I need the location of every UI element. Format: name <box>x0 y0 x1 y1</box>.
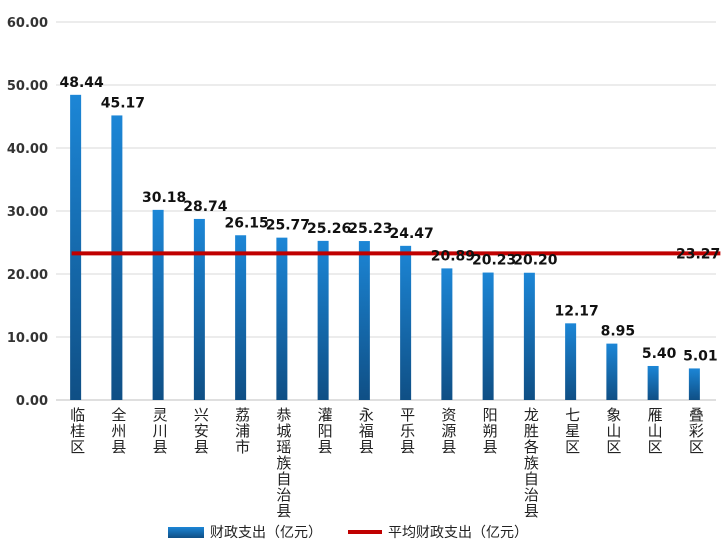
x-tick-label: 灵川县 <box>153 406 168 456</box>
legend-item-line: 平均财政支出（亿元） <box>348 522 528 542</box>
legend-line-swatch <box>348 530 382 534</box>
bar <box>441 268 453 400</box>
bar-data-label: 20.20 <box>513 253 558 269</box>
bar <box>70 94 82 400</box>
x-tick-label: 七星区 <box>565 406 580 456</box>
x-tick-label: 雁山区 <box>648 406 663 456</box>
y-tick-label: 20.00 <box>7 268 48 283</box>
bar <box>606 343 618 400</box>
bar-data-label: 45.17 <box>101 95 145 111</box>
bar-data-label: 25.26 <box>307 221 351 237</box>
bar-data-label: 24.47 <box>389 226 433 242</box>
legend-bar-label: 财政支出（亿元） <box>210 525 322 541</box>
legend-item-bar: 财政支出（亿元） <box>168 522 322 542</box>
x-tick-label: 临桂区 <box>70 406 85 456</box>
bar-data-label: 5.40 <box>642 346 677 362</box>
y-tick-label: 10.00 <box>7 331 48 346</box>
bar <box>358 241 370 400</box>
bar-data-label: 25.23 <box>348 221 392 237</box>
x-tick-label: 荔浦市 <box>235 406 250 456</box>
bar-data-label: 25.77 <box>266 218 310 234</box>
bar <box>647 365 659 400</box>
bar <box>276 237 288 400</box>
y-tick-label: 30.00 <box>7 205 48 220</box>
x-tick-label: 平乐县 <box>400 406 415 456</box>
bar-data-label: 20.23 <box>472 253 516 269</box>
x-tick-label: 兴安县 <box>194 406 209 456</box>
x-tick-label: 永福县 <box>359 406 374 456</box>
bar <box>565 323 577 400</box>
x-tick-label: 资源县 <box>441 406 456 456</box>
bar-data-label: 5.01 <box>683 348 718 364</box>
bar <box>317 240 329 400</box>
legend: 财政支出（亿元） 平均财政支出（亿元） <box>168 522 528 542</box>
bar <box>523 272 535 400</box>
y-tick-label: 60.00 <box>7 16 48 31</box>
bar-data-label: 12.17 <box>554 303 598 319</box>
bar <box>111 115 123 400</box>
bar <box>688 368 700 400</box>
bar-data-label: 8.95 <box>601 324 636 340</box>
x-tick-label: 全州县 <box>111 406 126 456</box>
x-tick-label: 叠彩区 <box>689 406 704 456</box>
bar <box>193 218 205 400</box>
bar-data-label: 28.74 <box>183 199 228 215</box>
bar <box>482 272 494 400</box>
y-tick-label: 0.00 <box>16 394 48 409</box>
x-tick-label: 龙胜各族自治县 <box>524 406 539 520</box>
bar <box>400 245 412 400</box>
legend-bar-swatch <box>168 526 204 538</box>
bar-data-label: 30.18 <box>142 190 186 206</box>
x-tick-label: 象山区 <box>606 406 621 456</box>
average-line-label: 23.27 <box>676 246 720 262</box>
bar-data-label: 20.89 <box>431 248 475 264</box>
bar <box>152 209 164 400</box>
legend-line-label: 平均财政支出（亿元） <box>388 525 528 541</box>
y-tick-label: 50.00 <box>7 79 48 94</box>
bar <box>235 235 247 400</box>
x-tick-label: 灌阳县 <box>318 406 333 456</box>
x-tick-label: 阳朔县 <box>483 406 498 456</box>
bar-data-label: 48.44 <box>59 75 104 91</box>
bar-data-label: 26.15 <box>224 215 268 231</box>
y-tick-label: 40.00 <box>7 142 48 157</box>
x-tick-label: 恭城瑶族自治县 <box>276 406 291 520</box>
